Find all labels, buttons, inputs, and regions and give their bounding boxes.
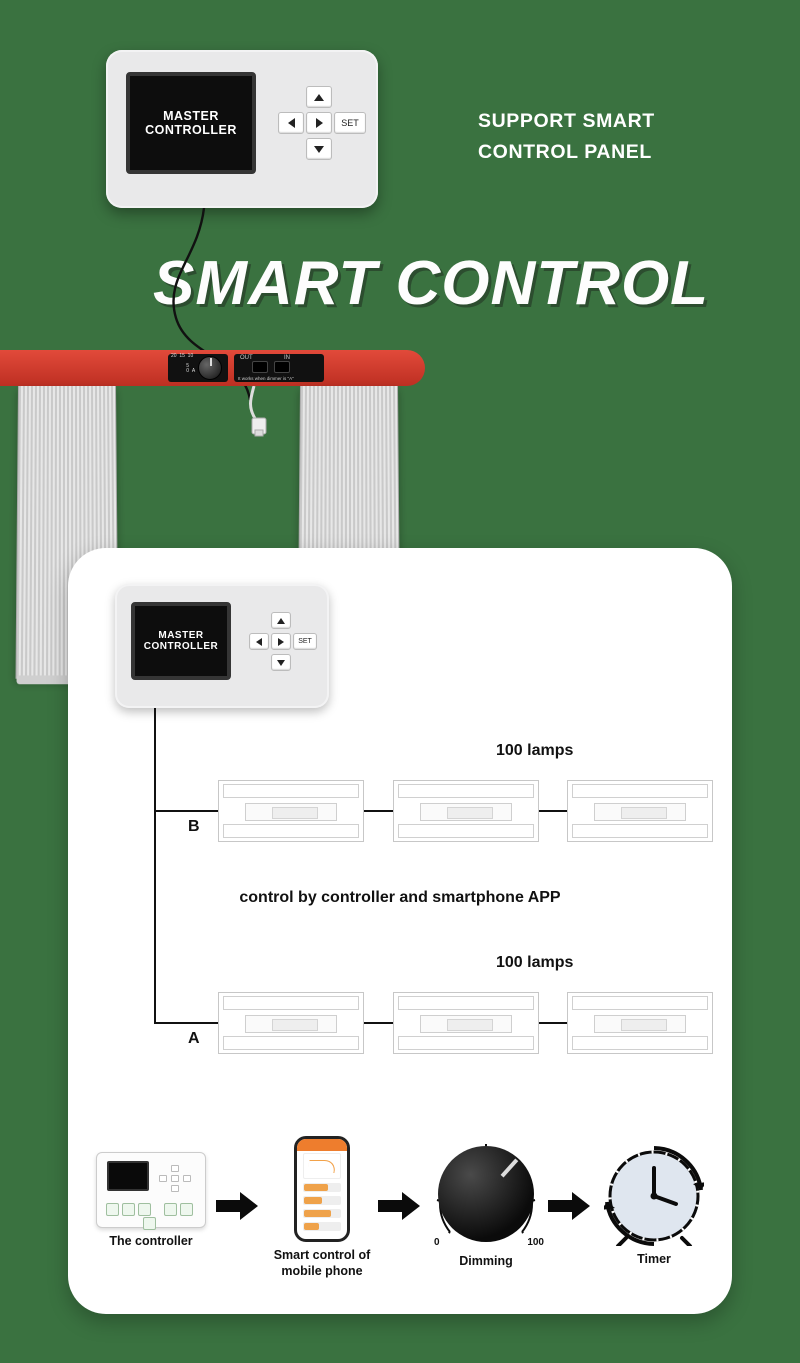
feature-dimmer-icon: 0 100 <box>438 1146 534 1242</box>
set-button[interactable]: SET <box>293 633 317 650</box>
lamps-count-a: 100 lamps <box>496 954 573 972</box>
controller-screen-line1: MASTER <box>163 109 219 123</box>
wire-branch-a <box>154 1022 218 1024</box>
arrow-icon <box>378 1192 420 1220</box>
rj45-cable <box>246 386 286 440</box>
controller-screen-line2: CONTROLLER <box>145 123 237 137</box>
feature-phone-label: Smart control of mobile phone <box>262 1248 382 1279</box>
dpad-left-button[interactable] <box>278 112 304 134</box>
dimmer-max: 100 <box>527 1237 544 1248</box>
support-line1: SUPPORT SMART <box>478 110 655 132</box>
controller-screen: MASTER CONTROLLER <box>126 72 256 174</box>
dimmer-min: 0 <box>434 1237 440 1248</box>
port-in[interactable] <box>274 361 290 373</box>
controller-screen: MASTER CONTROLLER <box>131 602 231 680</box>
dpad-left-button[interactable] <box>249 633 269 650</box>
support-smart-control-panel: SUPPORT SMART CONTROL PANEL <box>478 106 655 168</box>
wire-link <box>538 1022 568 1024</box>
wire-branch-b <box>154 810 218 812</box>
port-module: OUT IN It works when dimmer is "A" <box>234 354 324 382</box>
dpad-right-button[interactable] <box>271 633 291 650</box>
feature-timer-icon <box>604 1146 704 1246</box>
wire-link <box>538 810 568 812</box>
headline-smart-control: SMART CONTROL <box>153 248 709 319</box>
lamps-count-b: 100 lamps <box>496 742 573 760</box>
dpad-up-button[interactable] <box>271 612 291 629</box>
master-controller-device-top: MASTER CONTROLLER SET <box>106 50 378 208</box>
feature-timer-label: Timer <box>594 1252 714 1268</box>
feature-controller-icon <box>96 1152 206 1228</box>
channel-a-label: A <box>188 1030 200 1048</box>
info-panel: MASTER CONTROLLER SET B A 100 lamps 100 … <box>68 548 732 1314</box>
port-out-label: OUT <box>240 355 253 361</box>
wire-trunk <box>154 708 156 1023</box>
channel-b-label: B <box>188 818 200 836</box>
controller-keypad: SET <box>276 86 366 164</box>
arrow-icon <box>216 1192 258 1220</box>
lamp-unit <box>218 992 364 1054</box>
lamp-unit <box>567 780 713 842</box>
port-out[interactable] <box>252 361 268 373</box>
lamp-unit <box>393 992 539 1054</box>
lamp-unit <box>567 992 713 1054</box>
port-note: It works when dimmer is "A" <box>238 376 294 381</box>
dimmer-scale: 20 15 10 5 0 A <box>171 354 195 374</box>
support-line2: CONTROL PANEL <box>478 141 652 163</box>
controller-screen-line2: CONTROLLER <box>144 641 218 652</box>
feature-dimming-label: Dimming <box>426 1254 546 1270</box>
wire-link <box>364 810 394 812</box>
controller-keypad: SET <box>247 612 319 676</box>
dpad-right-button[interactable] <box>306 112 332 134</box>
dpad-up-button[interactable] <box>306 86 332 108</box>
dimmer-knob[interactable] <box>198 356 222 380</box>
dimmer-module: 20 15 10 5 0 A <box>168 354 228 382</box>
wire-link <box>364 1022 394 1024</box>
dpad-down-button[interactable] <box>271 654 291 671</box>
feature-row: The controller Smart control of mobile p… <box>68 1152 732 1302</box>
led-bar: 20 15 10 5 0 A OUT IN It works when dimm… <box>0 350 425 386</box>
master-controller-device-diagram: MASTER CONTROLLER SET <box>115 584 329 708</box>
lamp-unit <box>218 780 364 842</box>
feature-controller-label: The controller <box>86 1234 216 1250</box>
arrow-icon <box>548 1192 590 1220</box>
set-button[interactable]: SET <box>334 112 366 134</box>
lamp-unit <box>393 780 539 842</box>
dpad-down-button[interactable] <box>306 138 332 160</box>
feature-phone-icon <box>294 1136 350 1242</box>
controller-screen-line1: MASTER <box>158 630 203 641</box>
diagram-caption: control by controller and smartphone APP <box>68 889 732 907</box>
